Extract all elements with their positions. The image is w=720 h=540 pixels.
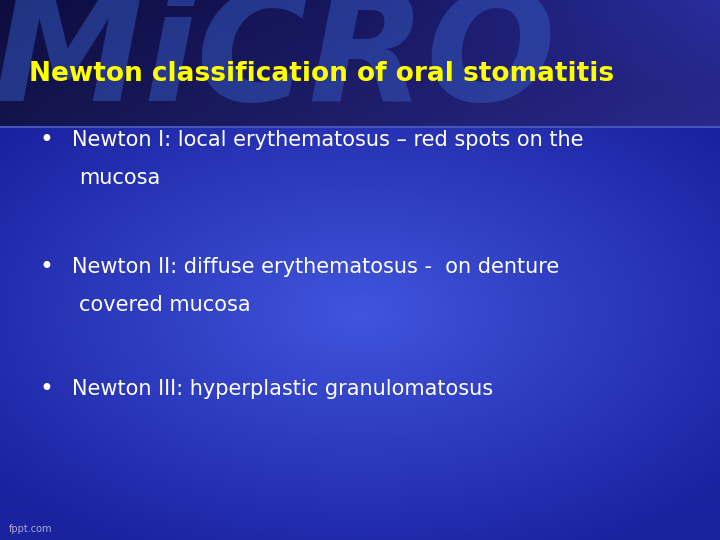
Text: MiCRO: MiCRO — [0, 0, 557, 132]
Text: Newton classification of oral stomatitis: Newton classification of oral stomatitis — [29, 61, 614, 87]
Text: •: • — [40, 255, 53, 279]
Text: •: • — [40, 377, 53, 401]
Text: •: • — [40, 129, 53, 152]
Text: Newton II: diffuse erythematosus -  on denture: Newton II: diffuse erythematosus - on de… — [72, 257, 559, 278]
Text: mucosa: mucosa — [79, 168, 161, 188]
Text: Newton I: local erythematosus – red spots on the: Newton I: local erythematosus – red spot… — [72, 130, 583, 151]
Text: fppt.com: fppt.com — [9, 523, 52, 534]
Text: covered mucosa: covered mucosa — [79, 295, 251, 315]
Text: Newton III: hyperplastic granulomatosus: Newton III: hyperplastic granulomatosus — [72, 379, 493, 399]
